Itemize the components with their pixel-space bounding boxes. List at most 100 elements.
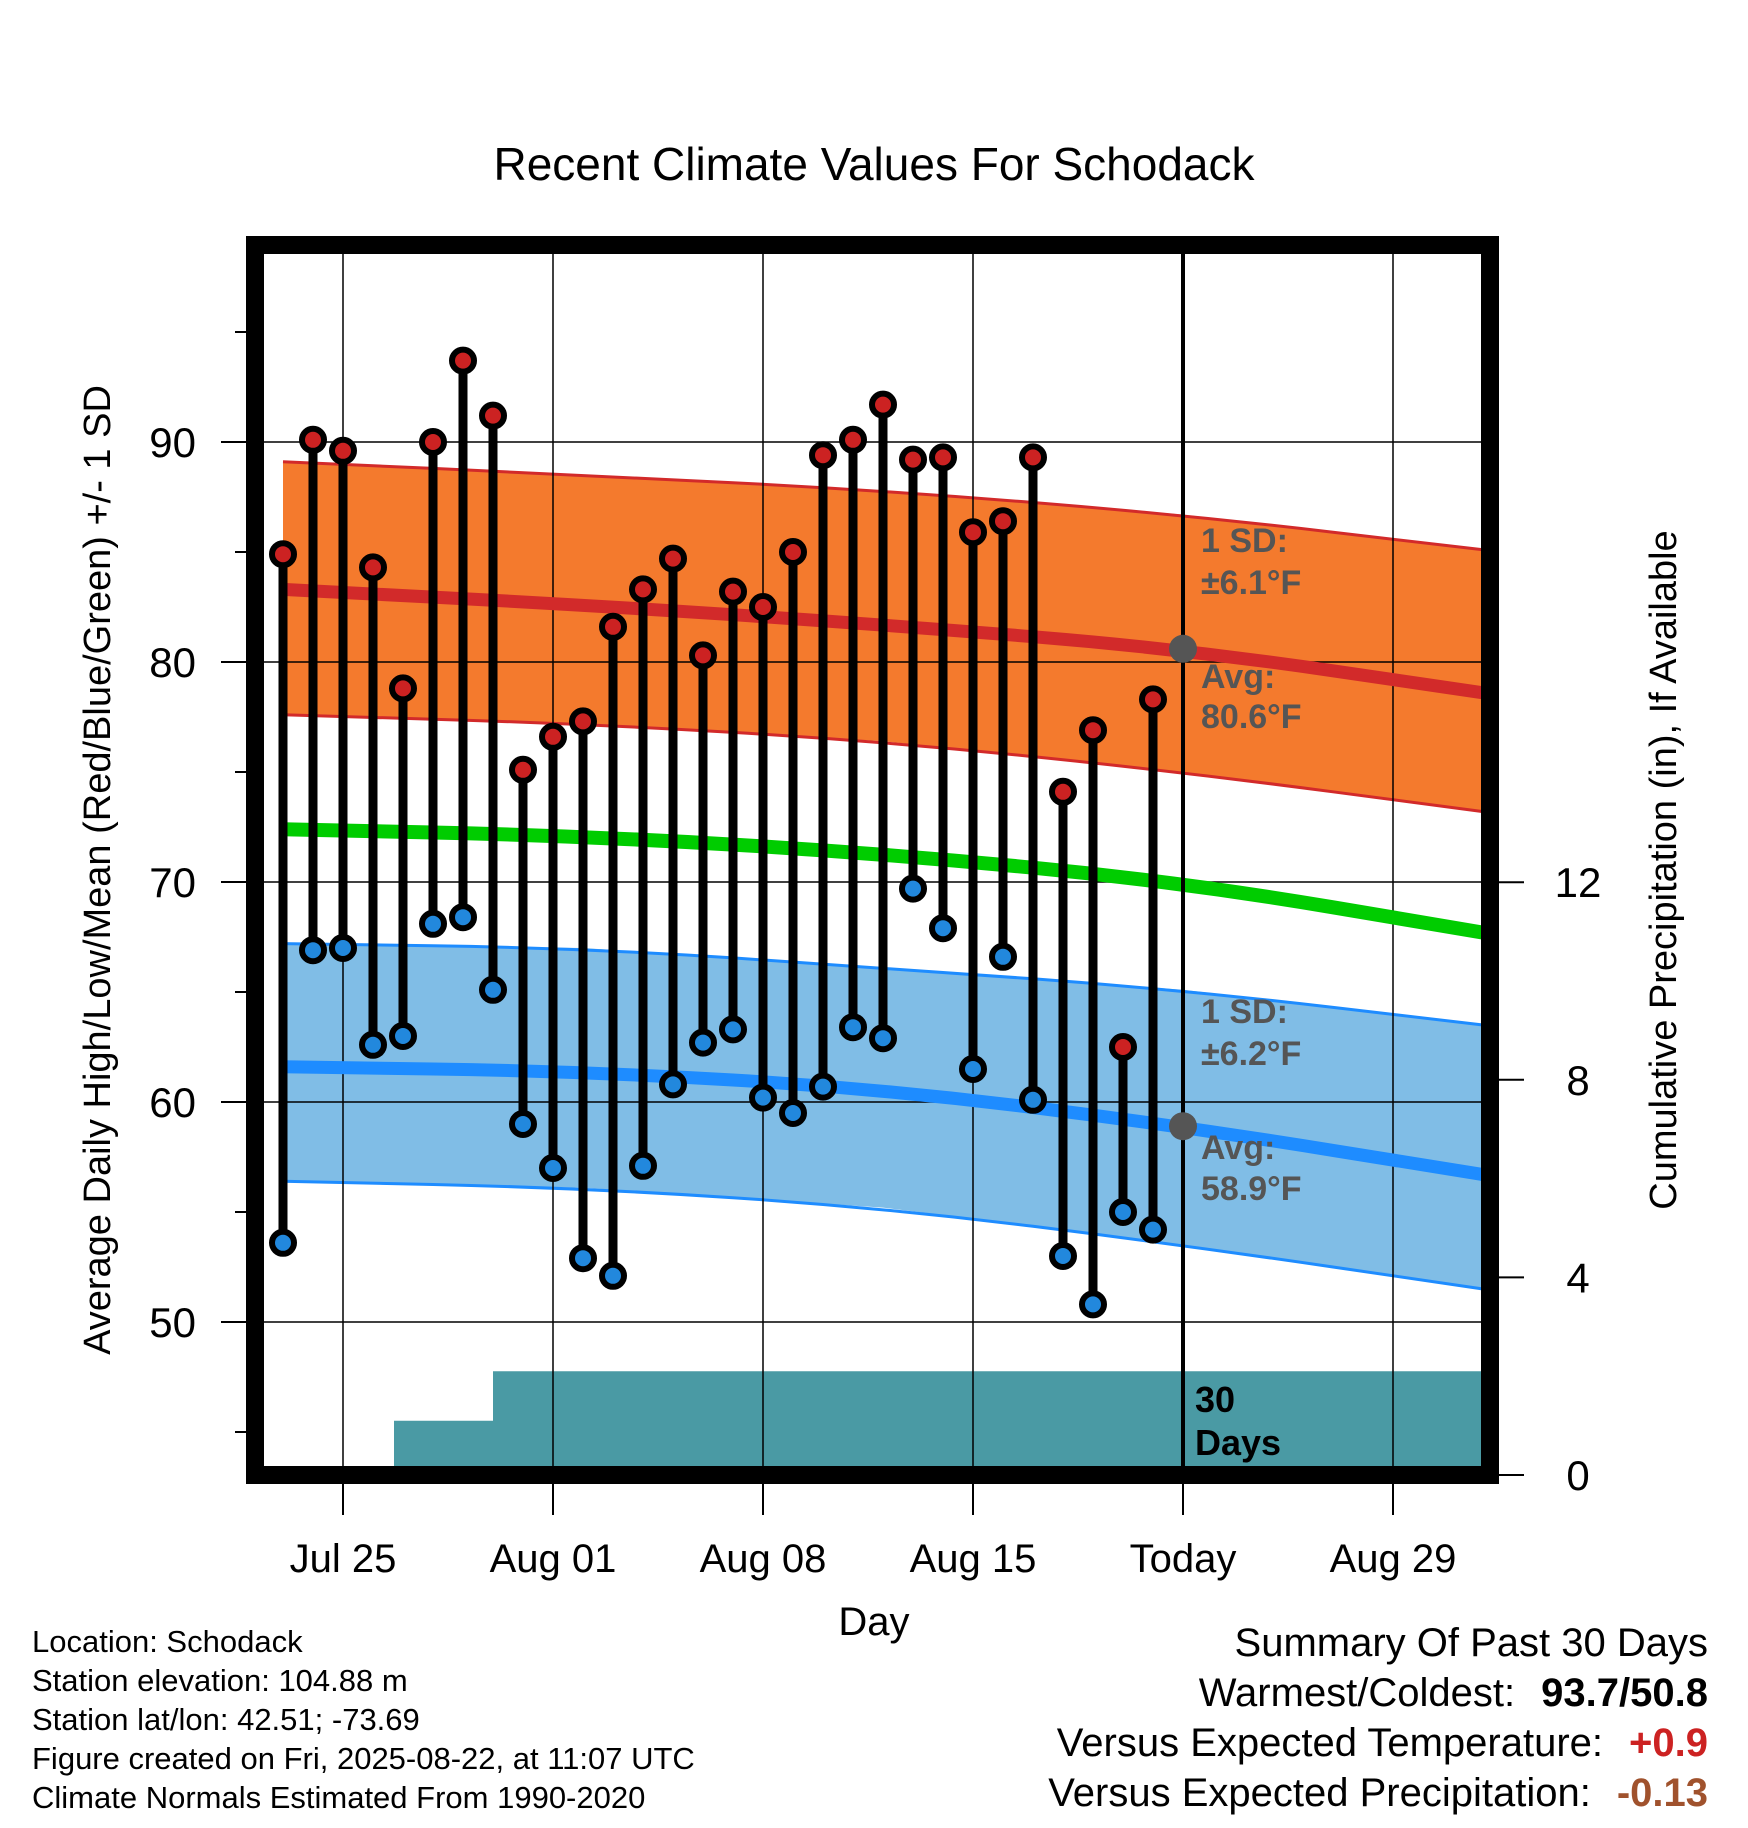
high-point xyxy=(329,436,357,465)
x-tick-label: Jul 25 xyxy=(290,1537,397,1581)
low-point xyxy=(779,1099,807,1127)
high-point xyxy=(539,722,567,751)
chart-title: Recent Climate Values For Schodack xyxy=(493,138,1255,190)
low-point xyxy=(479,975,507,1004)
plot-area xyxy=(255,245,1490,1475)
location-text: Location: Schodack xyxy=(32,1624,303,1659)
high-point xyxy=(809,441,837,470)
high-point xyxy=(689,641,717,670)
plot-frame xyxy=(246,236,1499,1484)
low-point xyxy=(809,1072,837,1101)
high-avg-label: Avg: xyxy=(1201,658,1275,696)
high-point xyxy=(629,575,657,604)
high-point xyxy=(599,612,627,641)
low-avg-label: Avg: xyxy=(1201,1129,1275,1167)
low-sd-label: 1 SD: xyxy=(1201,993,1288,1031)
y2-tick-label: 0 xyxy=(1566,1452,1589,1499)
high-point xyxy=(839,425,867,454)
y2-axis-label: Cumulative Precipitation (in), If Availa… xyxy=(1643,530,1685,1209)
low-point xyxy=(599,1261,627,1290)
y2-tick-label: 12 xyxy=(1555,859,1602,906)
x-tick-label: Aug 01 xyxy=(490,1537,617,1581)
low-point xyxy=(1049,1242,1077,1270)
high-point xyxy=(1139,685,1167,714)
summary-title: Summary Of Past 30 Days xyxy=(1234,1621,1708,1665)
low-point xyxy=(929,914,957,943)
low-point xyxy=(899,874,927,903)
low-point xyxy=(269,1228,297,1257)
high-point xyxy=(479,401,507,430)
warm-cold-label: Warmest/Coldest: xyxy=(1198,1671,1516,1715)
high-point xyxy=(1109,1033,1137,1061)
low-sd-band-lower-edge xyxy=(282,1179,1484,1291)
y-axis-label: Average Daily High/Low/Mean (Red/Blue/Gr… xyxy=(77,385,119,1355)
today-avg-low-marker xyxy=(1169,1112,1197,1141)
summary-panel: Summary Of Past 30 Days Warmest/Coldest:… xyxy=(1048,1618,1708,1818)
temp-label: Versus Expected Temperature: xyxy=(1056,1721,1604,1765)
high-point xyxy=(959,518,987,547)
low-point xyxy=(689,1028,717,1057)
y2-tick-label: 8 xyxy=(1566,1057,1589,1104)
high-point xyxy=(989,507,1017,536)
x-tick-label: Aug 29 xyxy=(1330,1537,1457,1581)
high-point xyxy=(509,755,537,784)
elevation-text: Station elevation: 104.88 m xyxy=(32,1663,408,1698)
low-point xyxy=(959,1055,987,1083)
high-point xyxy=(659,544,687,573)
low-point xyxy=(989,942,1017,971)
latlon-text: Station lat/lon: 42.51; -73.69 xyxy=(32,1702,420,1737)
high-sd-value: ±6.1°F xyxy=(1201,564,1301,602)
coldest-value: 50.8 xyxy=(1630,1671,1708,1715)
low-point xyxy=(1139,1215,1167,1244)
low-point xyxy=(299,936,327,965)
today-days-label: 30 xyxy=(1195,1379,1235,1420)
y-tick-label: 50 xyxy=(149,1299,196,1346)
high-point xyxy=(749,593,777,621)
high-avg-value: 80.6°F xyxy=(1201,698,1302,736)
created-text: Figure created on Fri, 2025-08-22, at 11… xyxy=(32,1741,695,1776)
temp-row: Versus Expected Temperature: +0.9 xyxy=(1048,1718,1708,1768)
high-point xyxy=(389,674,417,703)
low-point xyxy=(1109,1198,1137,1226)
warmest-value: 93.7 xyxy=(1541,1671,1620,1715)
low-point xyxy=(359,1030,387,1059)
precip-label: Versus Expected Precipitation: xyxy=(1048,1771,1591,1815)
low-point xyxy=(1019,1085,1047,1114)
low-point xyxy=(569,1244,597,1273)
low-sd-value: ±6.2°F xyxy=(1201,1035,1301,1073)
precip-area xyxy=(283,1371,1490,1475)
normals-text: Climate Normals Estimated From 1990-2020 xyxy=(32,1780,646,1815)
precip-row: Versus Expected Precipitation: -0.13 xyxy=(1048,1768,1708,1818)
high-point xyxy=(269,540,297,569)
high-point xyxy=(569,707,597,736)
y-tick-label: 70 xyxy=(149,859,196,906)
low-point xyxy=(389,1022,417,1050)
low-point xyxy=(509,1110,537,1138)
warm-cold-row: Warmest/Coldest: 93.7/50.8 xyxy=(1198,1671,1708,1715)
low-point xyxy=(329,934,357,962)
y-tick-label: 80 xyxy=(149,639,196,686)
high-point xyxy=(359,553,387,582)
temp-value: +0.9 xyxy=(1629,1721,1708,1765)
high-point xyxy=(899,445,927,474)
low-point xyxy=(419,909,447,938)
low-point xyxy=(659,1070,687,1099)
today-avg-high-marker xyxy=(1169,634,1197,663)
low-point xyxy=(839,1013,867,1042)
x-tick-label: Today xyxy=(1130,1537,1237,1581)
high-point xyxy=(419,428,447,456)
low-point xyxy=(449,903,477,932)
station-info: Location: Schodack Station elevation: 10… xyxy=(32,1622,695,1817)
high-sd-label: 1 SD: xyxy=(1201,522,1288,560)
low-point xyxy=(719,1015,747,1044)
high-point xyxy=(1049,777,1077,806)
low-point xyxy=(869,1024,897,1053)
high-point xyxy=(719,577,747,606)
high-point xyxy=(449,346,477,375)
high-point xyxy=(929,443,957,472)
low-point xyxy=(629,1151,657,1180)
low-point xyxy=(749,1083,777,1112)
low-point xyxy=(539,1154,567,1182)
high-point xyxy=(1079,716,1107,745)
